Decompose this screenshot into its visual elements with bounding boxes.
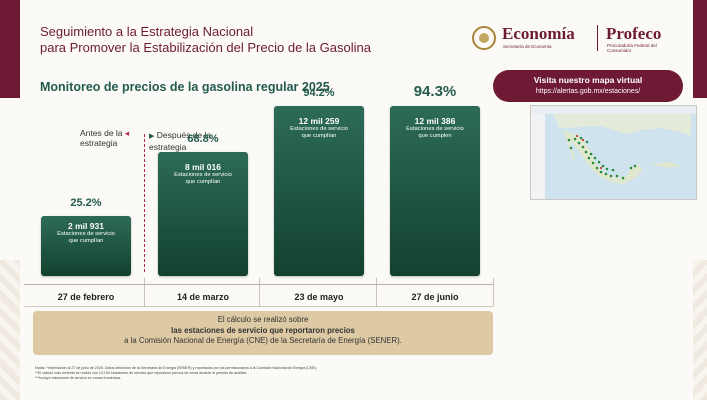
bar-2: 8 mil 016 Estaciones de servicio que cumpl… <box>158 152 248 276</box>
bar-station-count: 8 mil 016 <box>185 162 221 172</box>
x-axis-tick <box>493 278 494 306</box>
x-tick-label: 27 de febrero <box>57 292 115 302</box>
station-map-thumbnail[interactable] <box>530 105 697 200</box>
bar-4: 12 mil 386 Estaciones de servicio que cump… <box>390 106 480 276</box>
map-link-url[interactable]: https://alertas.gob.mx/estaciones/ <box>535 88 641 95</box>
bar-station-label: Estaciones de servicio <box>174 172 232 178</box>
footnotes: Notas: *Información al 27 de junio de 20… <box>35 366 317 381</box>
bar-station-label-2: que cumplían <box>185 179 221 185</box>
bar-station-label: Estaciones de servicio <box>406 126 464 132</box>
left-pattern <box>0 260 20 400</box>
bar-3: 12 mil 259 Estaciones de servicio que cump… <box>274 106 364 276</box>
bar-station-label-2: que cumplen <box>418 133 452 139</box>
bar-value-label: 94.3% <box>413 83 457 100</box>
before-strategy-line1: Antes de la <box>80 128 123 138</box>
x-axis-tick <box>376 278 377 306</box>
right-accent-bar <box>693 0 707 98</box>
x-axis-tick <box>144 278 145 306</box>
bar-station-label: Estaciones de servicio <box>57 231 115 237</box>
economia-logo-text: Economía <box>502 24 575 43</box>
footnote-line3: ***Incluye estaciones de servicio en zon… <box>35 376 122 380</box>
play-arrow-icon: ▶ <box>149 133 155 140</box>
after-strategy-label: ▶ Después de la estrategia <box>149 130 211 152</box>
bar-station-label: Estaciones de servicio <box>290 126 348 132</box>
bar-station-count: 2 mil 931 <box>68 221 104 231</box>
after-strategy-line2: estrategia <box>149 142 187 152</box>
calculation-note: El cálculo se realizó sobre las estacion… <box>33 311 493 355</box>
economia-logo-subtext: Secretaría de Economía <box>503 44 552 49</box>
bar-station-label-2: que cumplían <box>301 133 337 139</box>
x-axis-tick <box>259 278 260 306</box>
footnote-line1: Notas: *Información al 27 de junio de 20… <box>35 366 318 370</box>
eagle-seal-icon <box>472 26 496 50</box>
section-subtitle: Monitoreo de precios de la gasolina regu… <box>40 80 330 94</box>
map-link-button[interactable]: Visita nuestro mapa virtual https://aler… <box>493 70 683 102</box>
logo-divider <box>597 25 598 51</box>
left-accent-bar <box>0 0 20 98</box>
note-line1: El cálculo se realizó sobre <box>217 315 309 324</box>
bar-station-label-2: que cumplían <box>68 238 104 244</box>
note-line3: a la Comisión Nacional de Energía (CNE) … <box>124 336 402 345</box>
mexico-map-icon <box>531 106 696 199</box>
x-tick-label: 27 de junio <box>411 292 459 302</box>
bar-value-label: 68.8% <box>187 133 219 145</box>
strategy-divider-line <box>144 134 145 272</box>
government-logos: Economía Secretaría de Economía Profeco … <box>472 24 687 58</box>
footnote-line2: **El cálculo más reciente se realizó con… <box>35 371 248 375</box>
bar-station-count: 12 mil 259 <box>298 116 340 126</box>
x-axis-line <box>24 284 494 285</box>
page-title-line2: para Promover la Estabilización del Prec… <box>40 40 371 55</box>
bar-1: 2 mil 931 Estaciones de servicio que cumpl… <box>41 216 131 276</box>
profeco-logo-text: Profeco <box>606 24 662 43</box>
bar-value-label: 25.2% <box>70 197 102 209</box>
axis-baseline <box>24 306 494 307</box>
page-title-line1: Seguimiento a la Estrategia Nacional <box>40 24 254 39</box>
before-strategy-line2: estrategia <box>80 138 118 148</box>
before-strategy-label: Antes de la ◂ estrategia <box>80 128 130 148</box>
right-pattern <box>693 260 707 400</box>
map-link-title: Visita nuestro mapa virtual <box>533 75 643 85</box>
bar-value-label: 94.2% <box>303 87 335 99</box>
x-tick-label: 23 de mayo <box>294 292 344 302</box>
x-tick-label: 14 de marzo <box>176 292 230 302</box>
bar-station-count: 12 mil 386 <box>414 116 456 126</box>
note-line2: las estaciones de servicio que reportaro… <box>171 325 355 335</box>
profeco-logo-subtext: Procuraduría Federal del Consumidor <box>607 43 657 53</box>
after-strategy-line1: Después de la <box>156 130 212 140</box>
